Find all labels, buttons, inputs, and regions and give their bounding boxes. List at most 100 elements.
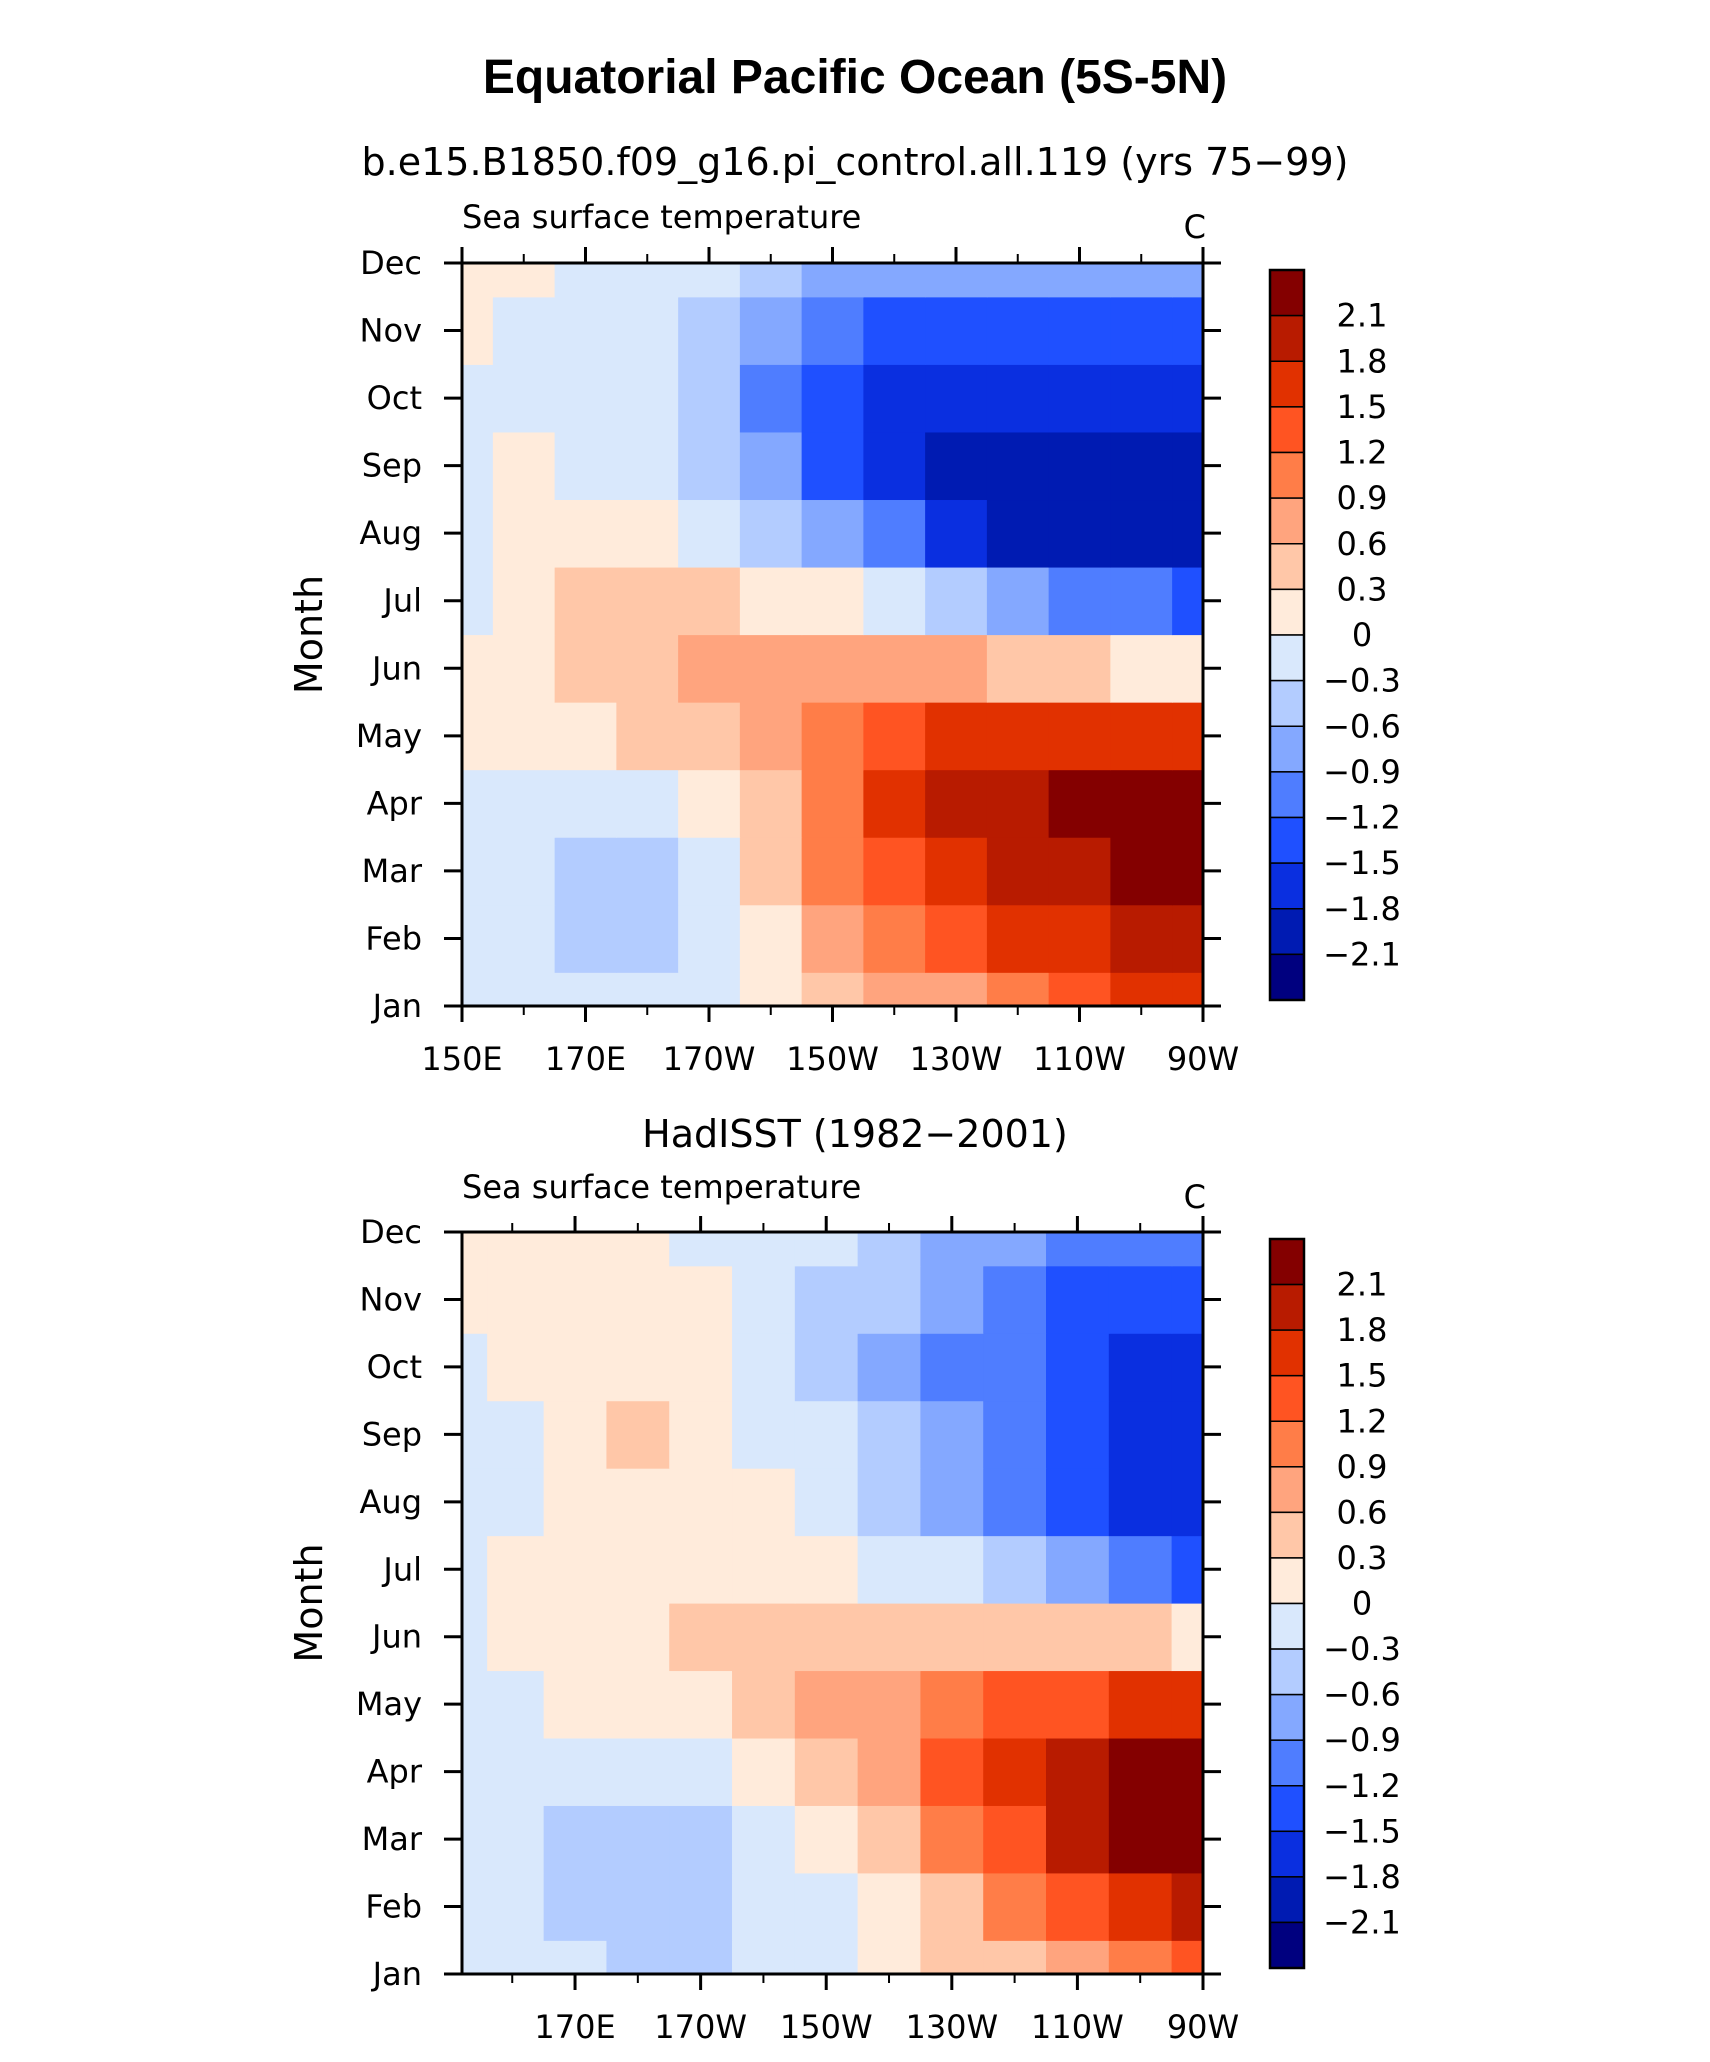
heatmap-cell: [669, 1940, 733, 1974]
heatmap-cell: [487, 1468, 545, 1537]
heatmap-cell: [1048, 904, 1111, 973]
heatmap-cell: [801, 702, 864, 771]
heatmap-cell: [920, 1400, 984, 1469]
heatmap-cell: [616, 837, 679, 906]
heatmap-cell: [732, 1603, 796, 1672]
heatmap-cell: [1171, 1872, 1203, 1941]
heatmap-cell: [543, 1400, 608, 1469]
heatmap-cell: [857, 1805, 922, 1874]
heatmap-cell: [554, 499, 617, 568]
colorbar-box: [1269, 1557, 1305, 1605]
y-tick-label: Apr: [367, 784, 423, 822]
figure-title: Equatorial Pacific Ocean (5S-5N): [483, 51, 1227, 104]
heatmap-cell: [462, 1232, 488, 1267]
heatmap-cell: [1108, 1872, 1173, 1941]
panel-left-string: Sea surface temperature: [462, 198, 861, 236]
heatmap-cell: [857, 1872, 922, 1941]
colorbar-label: −1.2: [1323, 799, 1401, 837]
heatmap-cell: [1110, 904, 1173, 973]
colorbar-box: [1269, 451, 1305, 499]
heatmap-cell: [669, 1535, 733, 1604]
heatmap-cell: [986, 904, 1050, 973]
heatmap-cell: [732, 1232, 796, 1267]
heatmap-cell: [616, 431, 679, 501]
heatmap-cell: [1172, 499, 1203, 568]
heatmap-cell: [920, 1603, 984, 1672]
heatmap-cell: [606, 1535, 670, 1604]
heatmap-cell: [1172, 769, 1203, 838]
y-tick-label: Jun: [370, 1618, 422, 1656]
heatmap-cell: [863, 296, 926, 365]
heatmap-cell: [554, 972, 617, 1006]
heatmap-cell: [554, 702, 617, 771]
colorbar-label: 1.8: [1337, 1311, 1388, 1349]
heatmap-cell: [739, 263, 803, 298]
heatmap-cell: [462, 263, 494, 298]
heatmap-cell: [986, 566, 1050, 636]
heatmap-cell: [925, 296, 988, 365]
heatmap-cell: [1172, 296, 1203, 365]
heatmap-cell: [801, 837, 864, 906]
heatmap-cell: [462, 296, 494, 365]
colorbar-box: [1269, 725, 1305, 773]
heatmap-cell: [983, 1468, 1047, 1537]
heatmap-cell: [462, 1805, 488, 1874]
y-tick-label: Nov: [360, 312, 422, 350]
heatmap-field: [462, 1232, 1203, 1974]
plot-frame: [460, 1230, 1205, 1976]
colorbar-label: −0.3: [1323, 1630, 1401, 1668]
heatmap-cell: [462, 499, 494, 568]
heatmap-cell: [925, 837, 988, 906]
heatmap-cell: [678, 634, 741, 703]
colorbar-label: 1.5: [1337, 388, 1388, 426]
heatmap-cell: [986, 634, 1050, 703]
heatmap-cell: [462, 1535, 488, 1604]
heatmap-cell: [1048, 263, 1111, 298]
y-tick-label: Sep: [362, 1415, 422, 1453]
heatmap-cell: [669, 1400, 733, 1469]
colorbar-box: [1269, 1329, 1305, 1377]
y-tick-label: Mar: [362, 1820, 423, 1858]
heatmap-cell: [492, 769, 556, 838]
heatmap-cell: [794, 1603, 859, 1672]
heatmap-cell: [606, 1670, 670, 1739]
heatmap-cell: [669, 1265, 733, 1334]
y-axis-title: Month: [287, 1543, 331, 1662]
y-tick-label: Oct: [367, 379, 422, 417]
colorbar-box: [1269, 1420, 1305, 1468]
heatmap-cell: [983, 1265, 1047, 1334]
heatmap-cell: [1172, 364, 1203, 433]
heatmap-cell: [983, 1603, 1047, 1672]
heatmap-cell: [678, 566, 741, 636]
heatmap-cell: [543, 1805, 608, 1874]
heatmap-cell: [920, 1737, 984, 1806]
colorbar-label: 0.3: [1337, 1539, 1388, 1577]
heatmap-cell: [920, 1535, 984, 1604]
y-tick-label: May: [356, 717, 422, 755]
heatmap-cell: [801, 904, 864, 973]
panel-units: C: [1184, 1178, 1206, 1216]
x-tick-label: 110W: [1031, 2008, 1124, 2046]
heatmap-cell: [863, 431, 926, 501]
heatmap-cell: [925, 263, 988, 298]
heatmap-cell: [863, 634, 926, 703]
heatmap-cell: [863, 263, 926, 298]
heatmap-cell: [1110, 769, 1173, 838]
heatmap-cell: [1108, 1468, 1173, 1537]
heatmap-cell: [669, 1805, 733, 1874]
heatmap-cell: [616, 566, 679, 636]
heatmap-cell: [487, 1232, 545, 1267]
colorbar-label: −1.5: [1323, 1812, 1401, 1850]
heatmap-cell: [1110, 263, 1173, 298]
heatmap-cell: [801, 769, 864, 838]
colorbar-box: [1269, 269, 1305, 317]
x-tick-label: 170W: [654, 2008, 747, 2046]
heatmap-cell: [794, 1940, 859, 1974]
colorbar-box: [1269, 497, 1305, 545]
heatmap-cell: [925, 972, 988, 1006]
heatmap-cell: [1108, 1737, 1173, 1806]
heatmap-cell: [462, 364, 494, 433]
heatmap-cell: [1048, 702, 1111, 771]
heatmap-cell: [487, 1265, 545, 1334]
colorbar-label: −1.2: [1323, 1767, 1401, 1805]
